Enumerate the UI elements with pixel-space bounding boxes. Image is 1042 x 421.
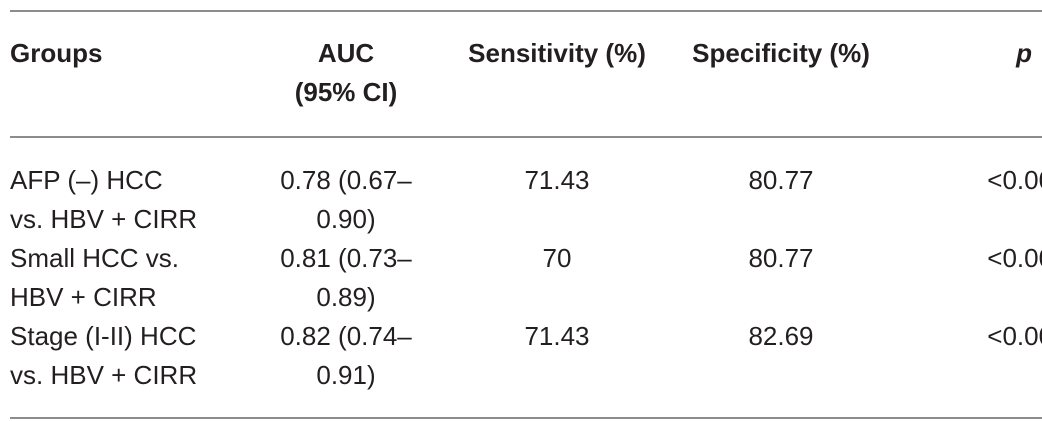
cell-sensitivity: 71.43: [524, 321, 590, 351]
header-groups: Groups: [10, 38, 103, 68]
table-row: Small HCC vs. HBV + CIRR 0.81 (0.73– 0.8…: [10, 239, 1042, 317]
header-row: Groups AUC (95% CI) Sensitivity (%) Spec…: [10, 11, 1042, 137]
header-p-value: p: [1016, 38, 1032, 68]
table-header: Groups AUC (95% CI) Sensitivity (%) Spec…: [10, 11, 1042, 137]
cell-specificity: 80.77: [748, 243, 814, 273]
table-row: AFP (–) HCC vs. HBV + CIRR 0.78 (0.67– 0…: [10, 137, 1042, 239]
cell-auc: 0.82 (0.74– 0.91): [280, 321, 412, 390]
header-sensitivity: Sensitivity (%): [468, 38, 646, 68]
table-row: Stage (I-II) HCC vs. HBV + CIRR 0.82 (0.…: [10, 317, 1042, 418]
cell-sensitivity: 70: [542, 243, 572, 273]
cell-specificity: 80.77: [748, 165, 814, 195]
cell-group: Small HCC vs. HBV + CIRR: [10, 243, 180, 312]
cell-specificity: 82.69: [748, 321, 814, 351]
cell-p-value: <0.0001: [987, 243, 1042, 273]
header-auc: AUC (95% CI): [294, 38, 398, 107]
header-specificity: Specificity (%): [692, 38, 870, 68]
cell-auc: 0.78 (0.67– 0.90): [280, 165, 412, 234]
results-table-container: Groups AUC (95% CI) Sensitivity (%) Spec…: [10, 10, 1042, 419]
cell-group: Stage (I-II) HCC vs. HBV + CIRR: [10, 321, 198, 390]
cell-group: AFP (–) HCC vs. HBV + CIRR: [10, 165, 198, 234]
table-body: AFP (–) HCC vs. HBV + CIRR 0.78 (0.67– 0…: [10, 137, 1042, 418]
results-table: Groups AUC (95% CI) Sensitivity (%) Spec…: [10, 10, 1042, 419]
cell-p-value: <0.0001: [987, 165, 1042, 195]
cell-sensitivity: 71.43: [524, 165, 590, 195]
cell-p-value: <0.0001: [987, 321, 1042, 351]
cell-auc: 0.81 (0.73– 0.89): [280, 243, 412, 312]
